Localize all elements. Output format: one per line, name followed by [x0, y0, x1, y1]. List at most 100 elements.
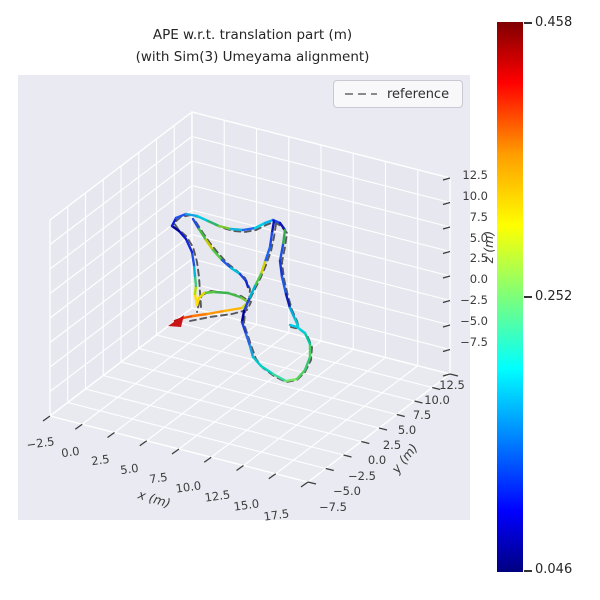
trajectory-segment	[191, 312, 209, 318]
plot-title-line1: APE w.r.t. translation part (m)	[152, 27, 353, 43]
trajectory-segment	[259, 260, 267, 276]
trajectory-segment	[192, 263, 197, 278]
tick-mark	[432, 386, 441, 391]
tick-mark	[442, 250, 451, 255]
trajectory-segment	[253, 221, 267, 230]
trajectory-segment	[181, 314, 195, 320]
trajectory-segment	[238, 272, 248, 283]
z-tick-label: −5.0	[460, 314, 488, 328]
tick-mark	[268, 473, 277, 480]
tick-mark	[442, 324, 451, 328]
legend: reference	[333, 80, 463, 108]
trajectory-segment	[222, 306, 244, 313]
z-tick-label: 10.0	[462, 189, 488, 203]
tick-mark	[307, 481, 317, 485]
trajectory-segment	[184, 212, 199, 218]
grid-line	[156, 334, 415, 402]
tick-mark	[139, 440, 148, 447]
trajectory-segment	[195, 214, 210, 223]
trajectory-segment	[242, 297, 251, 313]
x-tick-label: 5.0	[119, 461, 139, 477]
trajectory-segment	[284, 292, 292, 310]
reference-trajectory	[173, 214, 300, 329]
grid-line	[275, 365, 419, 475]
reference-trajectory	[195, 221, 313, 383]
trajectory-segment	[190, 250, 196, 267]
trajectory-segment	[271, 372, 288, 383]
tick-mark	[343, 454, 352, 458]
trajectory-segment	[202, 290, 216, 295]
trajectory-segment	[170, 224, 181, 233]
tick-mark	[442, 201, 451, 206]
trajectory-segment	[280, 275, 288, 296]
trajectory-segment	[177, 229, 188, 241]
plot-title-line2: (with Sim(3) Umeyama alignment)	[135, 48, 370, 65]
trajectory-segment	[191, 217, 201, 231]
y-tick-label: 7.5	[413, 408, 431, 422]
trajectory-segment	[259, 364, 275, 376]
trajectory-segment	[263, 218, 275, 225]
grid-line	[178, 340, 322, 450]
tick-mark	[203, 456, 212, 463]
trajectory-segment	[248, 344, 255, 359]
z-tick-label: 0.0	[470, 272, 488, 286]
trajectory-segment	[278, 243, 285, 263]
tick-mark	[325, 467, 334, 472]
tick-mark	[442, 226, 451, 230]
trajectory-segment	[295, 325, 307, 335]
tick-mark	[442, 348, 451, 353]
tick-mark	[361, 440, 370, 445]
trajectory-start-marker	[168, 315, 184, 327]
trajectory-segment	[229, 266, 242, 276]
x-tick-label: 2.5	[90, 452, 110, 468]
trajectory-segment	[281, 228, 287, 247]
z-tick-label: 12.5	[462, 168, 488, 182]
colorbar-tick-mid	[524, 296, 532, 298]
trajectory-segment	[240, 320, 248, 336]
reference-trajectory	[248, 223, 277, 302]
trajectory-segment	[284, 377, 299, 383]
x-tick-label: 7.5	[148, 470, 168, 486]
trajectory-segment	[293, 317, 300, 328]
z-tick-label: −7.5	[460, 335, 488, 349]
tick-mark	[442, 373, 451, 377]
grid-line	[210, 348, 354, 458]
x-tick-label: −2.5	[26, 434, 56, 452]
trajectory-segment	[244, 332, 252, 348]
trajectory-segment	[278, 221, 287, 232]
legend-dash-sample	[345, 93, 377, 95]
grid-line	[49, 234, 193, 343]
grid-line	[49, 258, 193, 368]
z-axis-label: z (m)	[481, 231, 496, 264]
trajectory-segment	[268, 231, 274, 249]
tick-mark	[449, 373, 459, 377]
trajectory-segment	[197, 227, 208, 242]
trajectory-segment	[263, 245, 272, 264]
trajectory-segment	[253, 272, 263, 288]
tick-mark	[414, 400, 423, 404]
y-tick-label: −2.5	[348, 469, 376, 483]
y-tick-label: −5.0	[333, 484, 361, 498]
trajectory-segment	[270, 219, 276, 235]
y-tick-label: 10.0	[424, 393, 450, 407]
grid-line	[243, 357, 386, 466]
grid-line	[191, 233, 451, 302]
trajectory-segment	[170, 216, 178, 228]
trajectory-segment	[212, 290, 230, 295]
trajectory-segment	[278, 259, 284, 279]
tick-mark	[300, 481, 309, 488]
trajectory-segment	[247, 284, 257, 301]
trajectory-segment	[211, 248, 224, 262]
x-tick-label: 0.0	[60, 444, 80, 460]
z-tick-label: 2.5	[470, 251, 488, 265]
trajectory-segment	[303, 355, 312, 372]
trajectory-segment	[226, 291, 242, 299]
grid-line	[174, 320, 433, 389]
x-tick-label: 12.5	[204, 487, 231, 504]
y-tick-label: 12.5	[439, 378, 465, 392]
colorbar-label-mid: 0.252	[535, 289, 573, 304]
trajectory-segment	[205, 309, 226, 316]
trajectory-segment	[288, 323, 299, 329]
trajectory-segment	[193, 284, 198, 296]
z-tick-label: 7.5	[470, 210, 488, 224]
